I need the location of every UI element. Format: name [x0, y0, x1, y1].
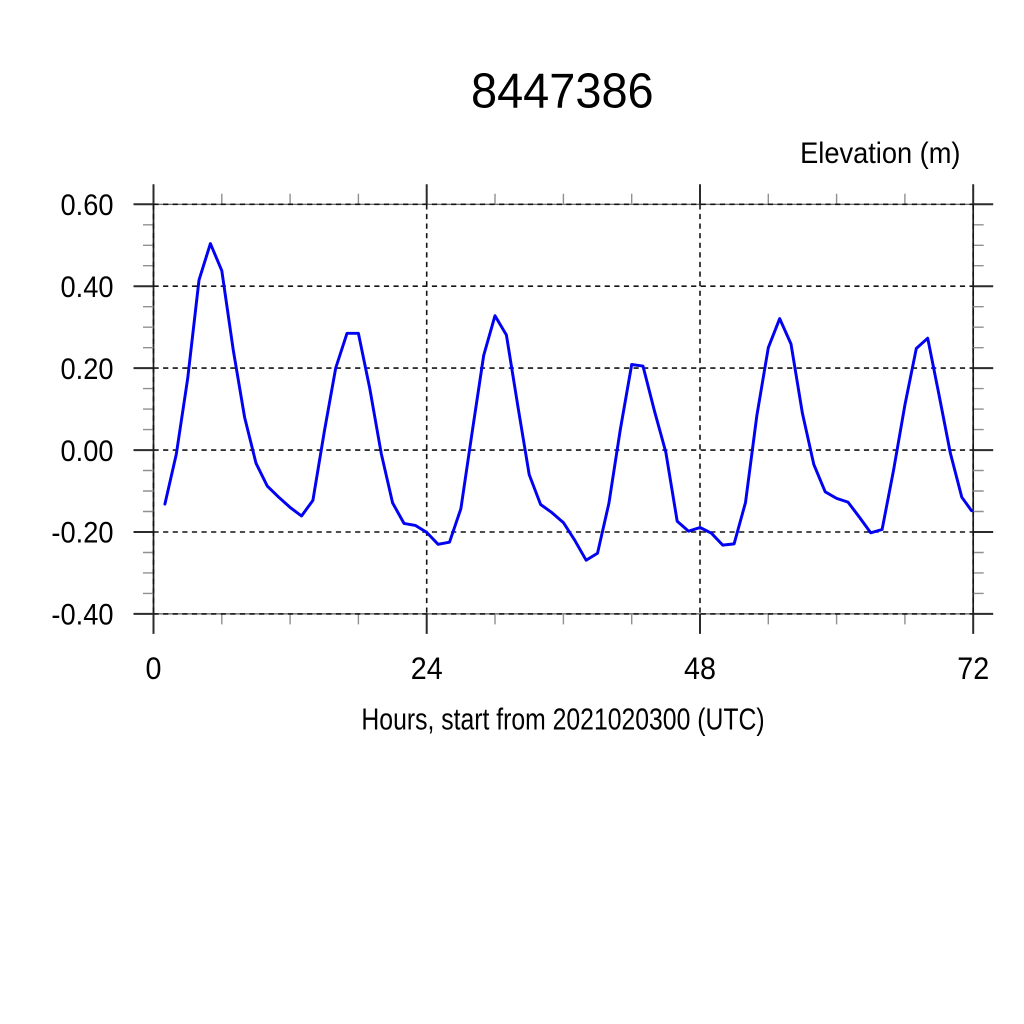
svg-text:0.20: 0.20 — [60, 353, 113, 386]
svg-text:24: 24 — [411, 652, 443, 686]
svg-text:0.60: 0.60 — [60, 189, 113, 222]
svg-text:-0.20: -0.20 — [51, 517, 113, 550]
svg-text:-0.40: -0.40 — [51, 599, 113, 632]
svg-text:Elevation (m): Elevation (m) — [800, 137, 960, 170]
svg-text:Hours, start from 2021020300 (: Hours, start from 2021020300 (UTC) — [361, 702, 764, 736]
svg-text:72: 72 — [957, 652, 989, 686]
svg-text:0.00: 0.00 — [60, 435, 113, 468]
svg-text:0.40: 0.40 — [60, 271, 113, 304]
svg-text:48: 48 — [684, 652, 716, 686]
svg-text:0: 0 — [146, 652, 162, 686]
svg-text:8447386: 8447386 — [471, 64, 654, 119]
